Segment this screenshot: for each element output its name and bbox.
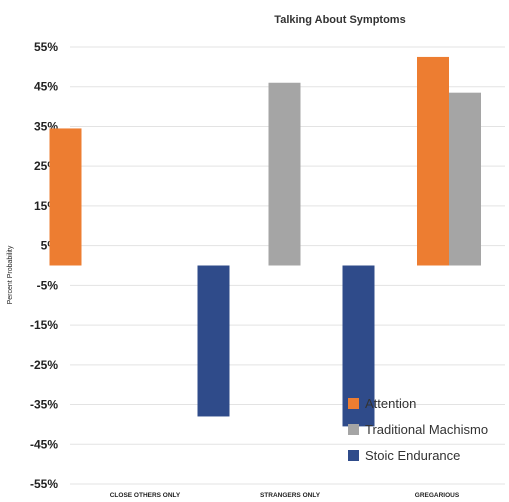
- x-ticks: CLOSE OTHERS ONLY STRANGERS ONLY GREGARIOU…: [110, 492, 460, 499]
- bar-stoic-endurance-1: [197, 265, 230, 417]
- y-axis-label: Percent Probability: [7, 245, 14, 304]
- y-tick-label: 45%: [34, 80, 58, 94]
- y-tick-label: -45%: [30, 437, 58, 451]
- y-tick-label: -25%: [30, 358, 58, 372]
- legend-swatch-attention: [348, 398, 359, 409]
- y-tick-label: -55%: [30, 477, 58, 491]
- y-tick-label: -5%: [37, 278, 59, 292]
- bar-traditional-machismo-3: [449, 92, 481, 266]
- legend-swatch-stoic-endurance: [348, 450, 359, 461]
- y-tick-label: 55%: [34, 40, 58, 54]
- y-tick-label: -15%: [30, 318, 58, 332]
- x-tick-label: GREGARIOUS: [415, 492, 460, 499]
- bar-attention-1: [49, 128, 82, 266]
- x-tick-label: STRANGERS ONLY: [260, 492, 321, 499]
- y-tick-label: -35%: [30, 398, 58, 412]
- x-tick-label: CLOSE OTHERS ONLY: [110, 492, 181, 499]
- legend-label: Traditional Machismo: [365, 422, 488, 437]
- y-ticks: 55%45%35%25%15%5%-5%-15%-25%-35%-45%-55%: [30, 40, 58, 491]
- legend: Attention Traditional Machismo Stoic Endur…: [348, 396, 488, 463]
- bars: [49, 56, 481, 427]
- legend-label: Stoic Endurance: [365, 448, 460, 463]
- bar-attention-3: [417, 56, 449, 266]
- legend-label: Attention: [365, 396, 416, 411]
- bar-traditional-machismo-2: [268, 82, 301, 266]
- legend-swatch-traditional-machismo: [348, 424, 359, 435]
- chart-title: Talking About Symptoms: [274, 14, 405, 26]
